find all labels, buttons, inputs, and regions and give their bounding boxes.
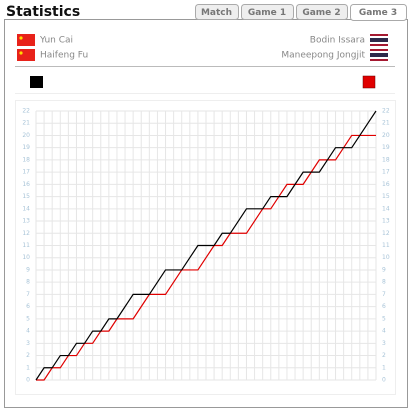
y-tick-label-right: 2: [382, 352, 386, 359]
y-tick-label-right: 7: [382, 291, 386, 298]
y-tick-label: 3: [26, 340, 30, 347]
y-tick-label-right: 4: [382, 328, 386, 335]
y-tick-label-right: 8: [382, 279, 386, 286]
y-tick-label: 14: [22, 205, 30, 212]
y-tick-label-right: 19: [382, 144, 390, 151]
y-tick-label: 6: [26, 303, 30, 310]
y-tick-label: 1: [26, 364, 30, 371]
player-name: Haifeng Fu: [40, 51, 88, 61]
legend-swatch: [30, 76, 43, 88]
tab-label[interactable]: Game 2: [302, 8, 340, 18]
y-tick-label: 9: [26, 266, 30, 273]
y-tick-label-right: 5: [382, 315, 386, 322]
y-tick-label: 21: [22, 120, 30, 127]
y-tick-label-right: 11: [382, 242, 390, 249]
player-name: Bodin Issara: [310, 36, 365, 46]
y-tick-label-right: 6: [382, 303, 386, 310]
y-tick-label-right: 14: [382, 205, 390, 212]
tab-label[interactable]: Match: [201, 8, 232, 18]
chart-frame: [15, 100, 396, 395]
tab[interactable]: [296, 4, 348, 20]
y-tick-label: 22: [22, 108, 30, 115]
y-tick-label-right: 12: [382, 230, 390, 237]
tab[interactable]: [350, 4, 407, 21]
y-tick-label: 13: [22, 218, 30, 225]
tab-label[interactable]: Game 3: [359, 8, 397, 18]
y-tick-label-right: 20: [382, 132, 390, 139]
y-tick-label-right: 17: [382, 169, 390, 176]
y-tick-label-right: 9: [382, 266, 386, 273]
tab[interactable]: [195, 4, 239, 20]
y-tick-label: 8: [26, 279, 30, 286]
y-tick-label: 5: [26, 315, 30, 322]
score-line: [36, 134, 376, 381]
y-tick-label-right: 21: [382, 120, 390, 127]
tab[interactable]: [241, 4, 294, 20]
y-tick-label: 7: [26, 291, 30, 298]
y-tick-label-right: 0: [382, 377, 386, 384]
y-tick-label-right: 13: [382, 218, 390, 225]
y-tick-label: 15: [22, 193, 30, 200]
y-tick-label: 16: [22, 181, 30, 188]
y-tick-label-right: 3: [382, 340, 386, 347]
y-tick-label: 12: [22, 230, 30, 237]
player-name: Yun Cai: [39, 36, 73, 46]
player-name: Maneepong Jongjit: [281, 51, 365, 61]
y-tick-label: 11: [22, 242, 30, 249]
tabs: Match Game 1 Game 2 Game 3: [195, 4, 407, 21]
y-tick-label: 20: [22, 132, 30, 139]
y-tick-label: 18: [22, 156, 30, 163]
y-tick-label: 4: [26, 328, 30, 335]
y-tick-label-right: 15: [382, 193, 390, 200]
title: Statistics: [6, 4, 80, 20]
flag-china: [17, 49, 35, 61]
y-tick-label: 0: [26, 377, 30, 384]
y-tick-label-right: 1: [382, 364, 386, 371]
flag-thailand: [370, 49, 388, 61]
flag-thailand: [370, 34, 388, 46]
score-line: [35, 110, 377, 381]
y-tick-label: 17: [22, 169, 30, 176]
y-tick-label-right: 22: [382, 108, 390, 115]
y-tick-label-right: 16: [382, 181, 390, 188]
flag-china: [17, 34, 35, 46]
legend-swatch: [362, 75, 376, 89]
y-tick-label: 2: [26, 352, 30, 359]
y-tick-label: 10: [22, 254, 30, 261]
y-tick-label: 19: [22, 144, 30, 151]
tab-label[interactable]: Game 1: [248, 8, 286, 18]
y-tick-label-right: 18: [382, 156, 390, 163]
y-tick-label-right: 10: [382, 254, 390, 261]
